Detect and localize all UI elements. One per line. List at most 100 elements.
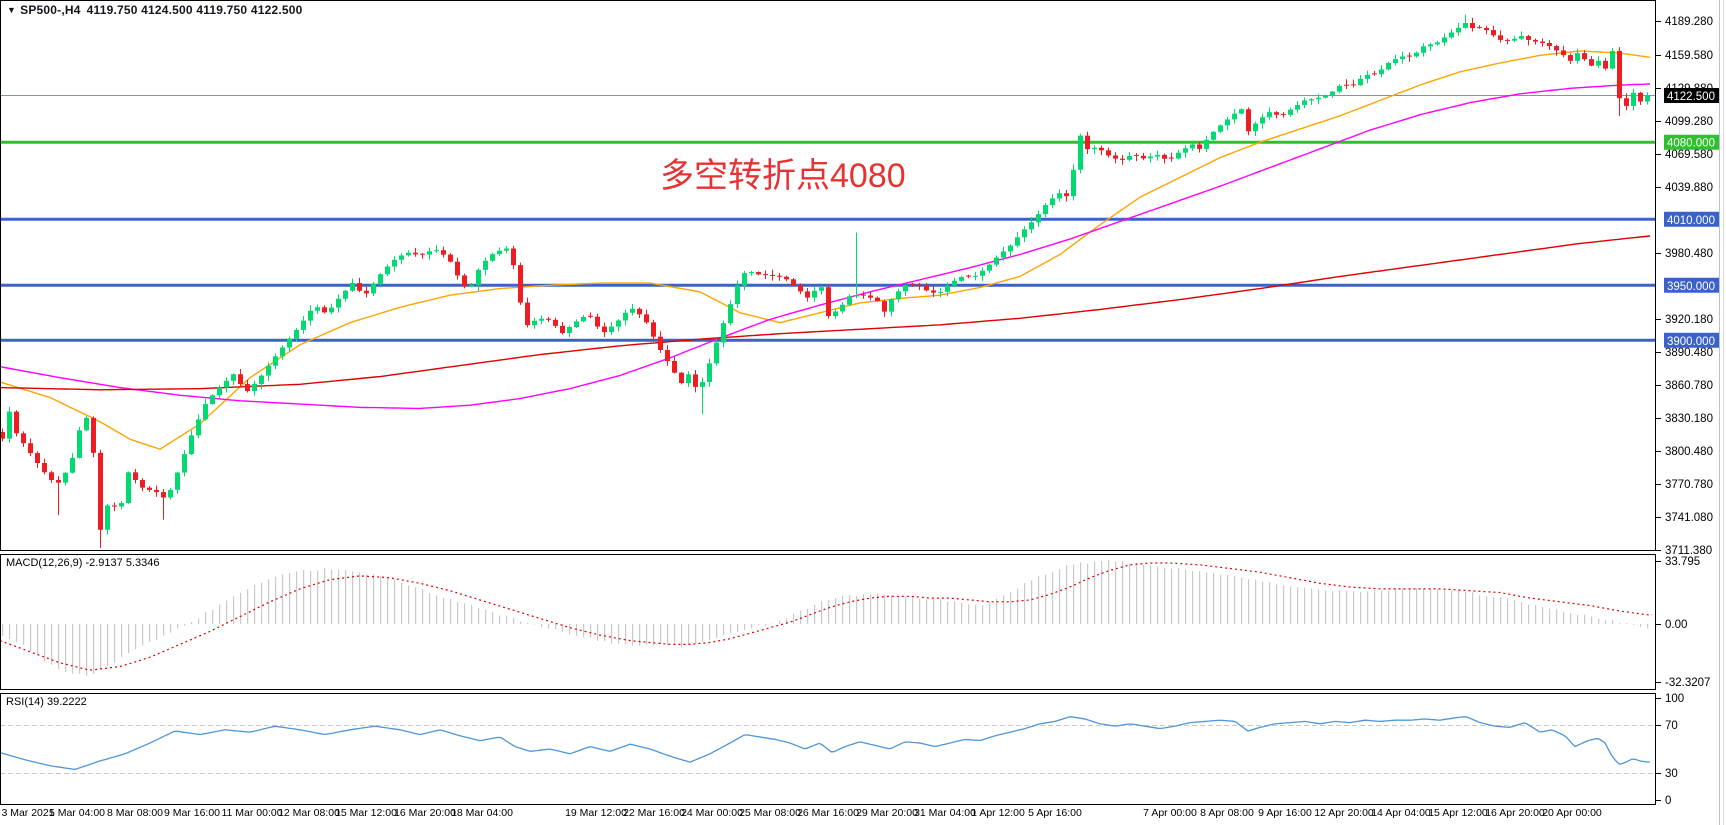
macd-histogram-bar [478, 608, 480, 624]
macd-histogram-bar [86, 624, 88, 676]
macd-histogram-bar [72, 624, 74, 674]
price-tick-label: 4099.280 [1665, 116, 1713, 128]
price-tick-label: 3920.180 [1665, 314, 1713, 326]
macd-histogram-bar [352, 571, 354, 624]
collapse-triangle-icon[interactable]: ▼ [7, 5, 17, 15]
time-axis-label: 15 Mar 12:00 [335, 807, 397, 819]
symbol-timeframe-label: SP500-,H4 [20, 3, 81, 17]
macd-histogram-bar [975, 604, 977, 624]
macd-histogram-bar [597, 624, 599, 641]
price-badge-label: 3950.000 [1667, 281, 1715, 293]
macd-histogram-bar [709, 624, 711, 640]
price-badge [1664, 211, 1720, 227]
macd-histogram-bar [345, 569, 347, 624]
time-axis-label: 18 Mar 04:00 [451, 807, 513, 819]
macd-histogram-bar [1563, 611, 1565, 624]
macd-histogram-bar [1283, 585, 1285, 624]
time-axis-label: 31 Mar 04:00 [914, 807, 976, 819]
macd-histogram-bar [317, 570, 319, 624]
macd-histogram-bar [380, 576, 382, 624]
macd-histogram-bar [1311, 588, 1313, 624]
symbol-info-row[interactable]: ▼ SP500-,H4 4119.750 4124.500 4119.750 412… [7, 3, 303, 17]
macd-histogram-bar [534, 624, 536, 625]
macd-histogram-bar [1479, 595, 1481, 624]
price-badge [1664, 134, 1720, 150]
macd-histogram-bar [1220, 574, 1222, 624]
macd-histogram-bar [191, 622, 193, 624]
macd-histogram-bar [520, 621, 522, 624]
price-axis[interactable]: 4189.2804159.5804129.8804099.2804069.580… [1656, 16, 1720, 807]
time-axis-label: 19 Mar 12:00 [565, 807, 627, 819]
macd-histogram-bar [1136, 562, 1138, 624]
macd-histogram-bar [891, 595, 893, 624]
macd-histogram-bar [387, 577, 389, 624]
price-badge [1664, 332, 1720, 348]
indicator-axis-label: -32.3207 [1665, 677, 1710, 689]
macd-histogram-bar [464, 603, 466, 624]
price-tick-label: 3860.780 [1665, 380, 1713, 392]
macd-histogram-bar [156, 624, 158, 640]
macd-histogram-bar [1437, 589, 1439, 624]
macd-histogram-bar [618, 624, 620, 644]
chart-annotation-text[interactable]: 多空转折点4080 [660, 157, 906, 195]
macd-histogram-bar [954, 601, 956, 624]
macd-histogram-bar [1206, 572, 1208, 624]
macd-histogram-bar [212, 609, 214, 624]
indicator-axis-label: 100 [1665, 693, 1684, 705]
price-tick-label: 3890.480 [1665, 347, 1713, 359]
macd-histogram-bar [1143, 564, 1145, 624]
macd-histogram-bar [1241, 577, 1243, 624]
macd-histogram-bar [779, 620, 781, 624]
macd-histogram-bar [1318, 589, 1320, 624]
macd-histogram-bar [1416, 588, 1418, 624]
macd-histogram-bar [1157, 566, 1159, 624]
macd-histogram-bar [926, 599, 928, 624]
rsi-indicator-label: RSI(14) 39.2222 [6, 696, 87, 708]
indicator-axis-label: 33.795 [1665, 556, 1700, 568]
macd-histogram-bar [940, 599, 942, 624]
macd-histogram-bar [562, 624, 564, 632]
macd-histogram-bar [1395, 589, 1397, 624]
macd-histogram-bar [1199, 571, 1201, 624]
macd-histogram-bar [443, 597, 445, 624]
macd-histogram-bar [758, 624, 760, 626]
time-axis-label: 25 Mar 08:00 [739, 807, 801, 819]
macd-histogram-bar [1353, 591, 1355, 624]
price-tick-label: 3711.380 [1665, 545, 1712, 557]
price-badge [1664, 87, 1720, 103]
macd-histogram-bar [1500, 597, 1502, 624]
ma-slow-red [0, 235, 1651, 391]
price-tick-label: 3800.480 [1665, 446, 1713, 458]
indicator-axis-label: 0.00 [1665, 619, 1687, 631]
macd-histogram-bar [1402, 588, 1404, 624]
macd-histogram-bar [1367, 591, 1369, 624]
macd-histogram-bar [730, 624, 732, 633]
macd-histogram-bar [814, 604, 816, 624]
macd-indicator-label: MACD(12,26,9) -2.9137 5.3346 [6, 557, 160, 569]
macd-histogram-bar [1234, 575, 1236, 624]
macd-histogram-bar [394, 579, 396, 624]
macd-histogram-bar [1542, 606, 1544, 624]
macd-histogram-bar [128, 624, 130, 654]
macd-histogram-bar [170, 624, 172, 633]
macd-histogram-bar [1430, 589, 1432, 624]
macd-histogram-bar [1577, 614, 1579, 624]
macd-histogram-bar [1101, 560, 1103, 624]
macd-histogram-bar [9, 624, 11, 640]
macd-histogram-bar [233, 596, 235, 624]
macd-histogram-bar [870, 594, 872, 624]
macd-histogram-bar [1360, 591, 1362, 624]
macd-histogram-bar [219, 604, 221, 624]
macd-histogram-bar [1612, 619, 1614, 624]
macd-histogram-bar [1332, 591, 1334, 624]
macd-histogram-bar [1227, 575, 1229, 624]
macd-histogram-bar [1248, 579, 1250, 624]
macd-histogram-bar [1024, 583, 1026, 624]
macd-histogram-bar [1549, 608, 1551, 624]
macd-histogram-bar [44, 624, 46, 662]
macd-histogram-bar [1178, 567, 1180, 624]
macd-histogram-bar [1640, 624, 1642, 628]
